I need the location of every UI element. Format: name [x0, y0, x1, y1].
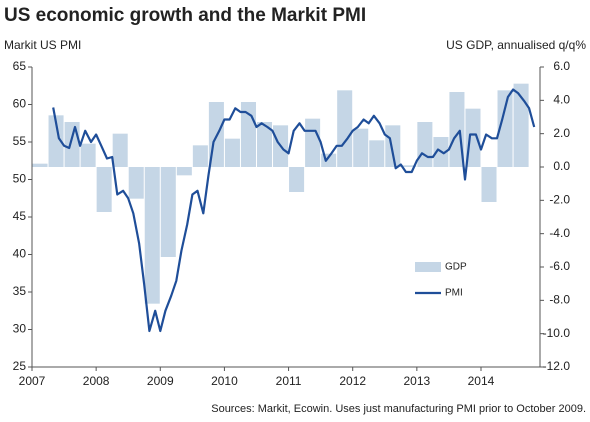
- x-tick-label: 2012: [339, 374, 366, 388]
- chart-title: US economic growth and the Markit PMI: [4, 5, 366, 26]
- gdp-bar: [305, 118, 321, 167]
- y-axis-label: Markit US PMI: [4, 38, 81, 52]
- y-tick-label: 65: [13, 59, 27, 73]
- gdp-bar: [256, 122, 273, 167]
- y-tick-label: 55: [13, 134, 27, 148]
- gdp-bar: [513, 83, 529, 167]
- gdp-bar: [417, 122, 433, 167]
- gdp-bar: [465, 108, 481, 167]
- gdp-bar: [497, 90, 513, 167]
- x-tick-label: 2013: [403, 374, 430, 388]
- y-tick-label: 25: [13, 359, 27, 373]
- legend-swatch: [415, 262, 441, 272]
- gdp-bar: [176, 167, 192, 176]
- source-note: Sources: Markit, Ecowin. Uses just manuf…: [211, 403, 586, 415]
- x-tick-label: 2009: [147, 374, 174, 388]
- y2-axis-label: US GDP, annualised q/q%: [446, 38, 586, 52]
- y2-tick-label: -2.0: [549, 193, 570, 207]
- x-tick-label: 2010: [211, 374, 238, 388]
- gdp-bar: [369, 140, 385, 167]
- y-tick-label: 45: [13, 209, 27, 223]
- gdp-bar: [401, 165, 417, 167]
- x-tick-label: 2011: [276, 374, 302, 388]
- y2-tick-label: 4.0: [553, 93, 570, 107]
- y-tick-label: 40: [13, 247, 27, 261]
- x-tick-label: 2007: [19, 374, 46, 388]
- y2-tick-label: 2.0: [553, 126, 570, 140]
- gdp-bar: [337, 90, 353, 167]
- y-tick-label: 50: [13, 172, 27, 186]
- pmi-line: [52, 88, 536, 333]
- legend-label: GDP: [445, 262, 467, 273]
- gdp-bar: [80, 143, 96, 167]
- gdp-bar: [385, 125, 401, 167]
- gdp-bar: [48, 115, 64, 167]
- gdp-bar: [353, 128, 369, 167]
- gdp-bar: [160, 167, 176, 257]
- gdp-bar: [144, 167, 160, 304]
- y2-tick-label: -6.0: [549, 259, 570, 273]
- y2-tick-label: -8.0: [549, 293, 570, 307]
- y-tick-label: 60: [13, 97, 27, 111]
- gdp-bar: [64, 122, 80, 167]
- gdp-bar: [32, 163, 48, 167]
- gdp-bar: [128, 167, 144, 199]
- legend-label: PMI: [445, 288, 463, 299]
- y2-tick-label: -4.0: [549, 226, 570, 240]
- gdp-bar: [224, 138, 240, 167]
- gdp-bar: [96, 167, 112, 212]
- gdp-bar: [481, 167, 497, 202]
- gdp-bar: [112, 133, 128, 167]
- x-tick-label: 2008: [83, 374, 110, 388]
- y2-tick-label: -12.0: [543, 359, 571, 373]
- gdp-bar: [192, 145, 208, 167]
- y-tick-label: 30: [13, 322, 27, 336]
- y2-tick-label: 0.0: [553, 159, 570, 173]
- y2-tick-label: 6.0: [553, 59, 570, 73]
- y2-tick-label: -10.0: [543, 326, 571, 340]
- y-tick-label: 35: [13, 284, 27, 298]
- gdp-bar: [289, 167, 305, 192]
- x-tick-label: 2014: [468, 374, 495, 388]
